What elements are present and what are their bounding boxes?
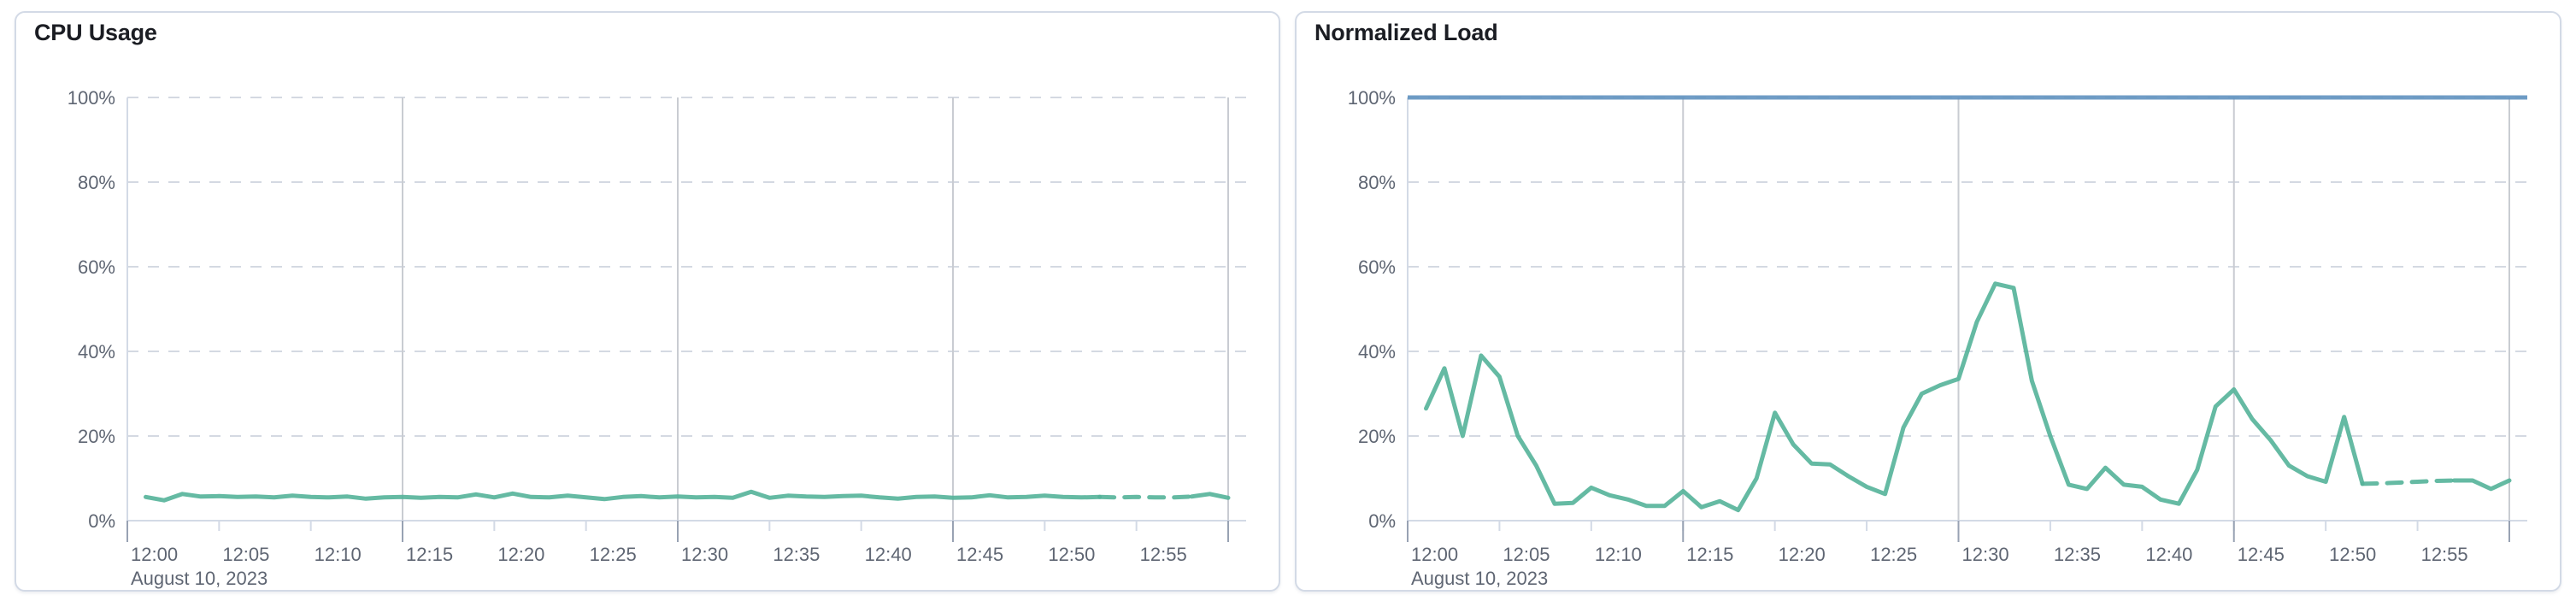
horizontal-gridlines (1408, 97, 2527, 437)
x-tick-label: 12:55 (2421, 544, 2468, 565)
x-tick-label: 12:15 (406, 544, 453, 565)
series-line (1424, 281, 2365, 513)
x-tick-label: 12:00 (131, 544, 178, 565)
x-axis-labels: 12:00 12:05 12:10 12:15 12:20 12:25 12:30 12:35… (131, 544, 1187, 589)
y-tick-label: 0% (88, 510, 115, 532)
y-tick-label: 100% (68, 87, 115, 109)
y-tick-label: 0% (1368, 510, 1396, 532)
y-tick-label: 80% (1358, 172, 1396, 193)
x-tick-label: 12:45 (2238, 544, 2285, 565)
vertical-gridlines (402, 97, 1229, 521)
y-tick-label: 20% (1358, 426, 1396, 447)
y-tick-label: 60% (78, 256, 115, 278)
x-tick-label: 12:10 (1595, 544, 1642, 565)
x-tick-label: 12:55 (1140, 544, 1187, 565)
x-axis-date-label: August 10, 2023 (131, 568, 268, 589)
x-tick-label: 12:30 (1962, 544, 2009, 565)
y-axis-labels: 0% 20% 40% 60% 80% 100% (68, 87, 115, 532)
y-tick-label: 100% (1348, 87, 1396, 109)
y-tick-label: 40% (1358, 341, 1396, 362)
x-tick-label: 12:10 (315, 544, 362, 565)
x-axis-ticks (126, 521, 1229, 542)
x-tick-label: 12:15 (1686, 544, 1733, 565)
normalized-load-chart[interactable]: 0% 20% 40% 60% 80% 100% 12:00 12:05 12:10 12:15 12… (1297, 13, 2560, 590)
x-tick-label: 12:35 (2054, 544, 2101, 565)
series-line (144, 489, 1103, 503)
x-tick-label: 12:50 (1048, 544, 1095, 565)
x-tick-label: 12:25 (590, 544, 637, 565)
x-tick-label: 12:45 (956, 544, 1003, 565)
y-tick-label: 20% (78, 426, 115, 447)
series-line-forecast (1097, 494, 1194, 500)
chart-canvas[interactable]: 0%20%40%60%80%100%12:00 12:05 12:10 12:15 12… (16, 13, 1279, 590)
x-tick-label: 12:05 (222, 544, 269, 565)
horizontal-gridlines (127, 97, 1246, 437)
x-tick-label: 12:40 (2145, 544, 2192, 565)
series-line-forecast (2360, 478, 2456, 486)
x-tick-label: 12:35 (773, 544, 820, 565)
x-axis-labels: 12:00 12:05 12:10 12:15 12:20 12:25 12:30 12:35… (1411, 544, 2468, 589)
series-line (1189, 492, 1231, 500)
series-line (2452, 478, 2512, 492)
x-tick-label: 12:20 (497, 544, 544, 565)
y-tick-label: 80% (78, 172, 115, 193)
y-tick-label: 60% (1358, 256, 1396, 278)
x-tick-label: 12:25 (1870, 544, 1917, 565)
x-tick-label: 12:50 (2329, 544, 2376, 565)
y-tick-label: 40% (78, 341, 115, 362)
x-tick-label: 12:00 (1411, 544, 1458, 565)
x-axis-ticks (1407, 521, 2510, 542)
x-tick-label: 12:30 (681, 544, 728, 565)
x-axis-date-label: August 10, 2023 (1411, 568, 1548, 589)
vertical-gridlines (1682, 97, 2510, 521)
panel-cpu-usage: 0% 20% 40% 60% 80% 100% 12:00 12:05 12:10 12:15 12… (15, 11, 1280, 592)
panel-title-cpu-usage: CPU Usage (34, 20, 157, 45)
x-tick-label: 12:20 (1779, 544, 1826, 565)
panel-normalized-load: 0% 20% 40% 60% 80% 100% 12:00 12:05 12:10 12:15 12… (1295, 11, 2561, 592)
y-axis-labels: 0% 20% 40% 60% 80% 100% (1348, 87, 1396, 532)
x-tick-label: 12:40 (865, 544, 912, 565)
chart-canvas[interactable]: 0%20%40%60%80%100%12:00 12:05 12:10 12:15 12… (1297, 13, 2560, 590)
x-tick-label: 12:05 (1503, 544, 1550, 565)
panel-title-normalized-load: Normalized Load (1314, 20, 1498, 45)
cpu-usage-chart[interactable]: 0% 20% 40% 60% 80% 100% 12:00 12:05 12:10 12:15 12… (16, 13, 1279, 590)
